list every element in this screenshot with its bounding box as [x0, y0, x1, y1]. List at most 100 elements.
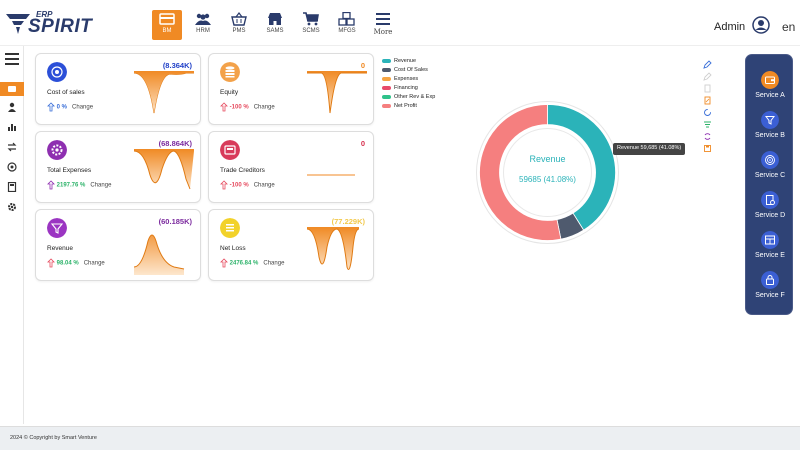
legend-item-expenses[interactable]: Expenses	[382, 76, 435, 85]
change-label: Change	[83, 260, 105, 267]
change-percent: 2476.84 %	[229, 260, 259, 267]
service-c-button[interactable]: Service C	[746, 151, 794, 187]
nav-item-more[interactable]: More	[368, 10, 398, 42]
card-cost-of-sales[interactable]: (8.364K) Cost of sales 0 % Change	[35, 53, 201, 125]
arrow-up-icon	[47, 180, 55, 190]
card-value: (77.229K)	[331, 217, 365, 226]
doc-chart-icon[interactable]	[703, 96, 712, 105]
donut-inner-ring	[503, 128, 592, 217]
arrow-up-icon	[220, 180, 228, 190]
save-icon[interactable]	[703, 144, 712, 153]
logo-text: SPIRIT	[28, 16, 93, 37]
nav-item-mfgs[interactable]: MFGS	[332, 10, 362, 42]
legend-item-revenue[interactable]: Revenue	[382, 58, 435, 67]
card-trade-creditors[interactable]: 0 Trade Creditors -100 % Change	[208, 131, 374, 203]
refresh-icon[interactable]	[703, 108, 712, 117]
target-icon	[47, 62, 67, 82]
erp-spirit-logo[interactable]: ERP SPIRIT	[6, 10, 96, 40]
card-value: 0	[360, 139, 365, 148]
settings-icon[interactable]	[7, 202, 17, 212]
legend-label: Expenses	[394, 76, 419, 82]
legend-item-financing[interactable]: Financing	[382, 85, 435, 94]
sparkline-chart	[307, 227, 360, 270]
service-label: Service B	[755, 132, 785, 139]
page-icon[interactable]	[703, 84, 712, 93]
service-label: Service E	[755, 252, 785, 259]
card-total-expenses[interactable]: (68.864K) Total Expenses 2197.76 % Chang…	[35, 131, 201, 203]
card-revenue[interactable]: (60.185K) Revenue 98.04 % Change	[35, 209, 201, 281]
sparkline-chart	[307, 71, 367, 114]
nav-item-hrm[interactable]: HRM	[188, 10, 218, 42]
nav-item-scms[interactable]: SCMS	[296, 10, 326, 42]
bar-chart-icon[interactable]	[7, 122, 17, 132]
change-label: Change	[72, 104, 94, 111]
card-change: 2476.84 % Change	[220, 258, 284, 268]
hamburger-icon[interactable]	[5, 53, 19, 65]
card-title: Equity	[220, 89, 239, 96]
transfer-icon[interactable]	[7, 142, 17, 152]
service-a-button[interactable]: Service A	[746, 71, 794, 107]
pencil-icon[interactable]	[703, 60, 712, 69]
nav-item-sams[interactable]: SAMS	[260, 10, 290, 42]
change-percent: -100 %	[229, 104, 249, 111]
legend-label: Cost Of Sales	[394, 67, 428, 73]
nav-item-pms[interactable]: PMS	[224, 10, 254, 42]
filter-icon[interactable]	[703, 120, 712, 129]
nav-label: BM	[162, 28, 172, 34]
service-e-button[interactable]: Service E	[746, 231, 794, 267]
card-title: Net Loss	[220, 245, 246, 252]
service-label: Service C	[754, 172, 786, 179]
finance-icon	[159, 13, 175, 25]
sparkline-chart	[134, 149, 194, 190]
arrow-up-icon	[47, 258, 55, 268]
wallet-icon	[761, 71, 779, 89]
grid-icon	[761, 231, 779, 249]
basket-icon	[231, 12, 247, 26]
service-label: Service D	[754, 212, 786, 219]
copyright-text: 2024 © Copyright by Smart Venture	[10, 435, 97, 441]
register-icon	[220, 140, 240, 160]
people-icon	[195, 13, 211, 25]
boxes-icon	[338, 12, 355, 26]
change-percent: 0 %	[56, 104, 68, 111]
funnel-icon	[47, 218, 67, 238]
sidebar-item-dashboard[interactable]	[0, 82, 24, 96]
card-change: 0 % Change	[47, 102, 93, 112]
user-name[interactable]: Admin	[714, 21, 746, 33]
nav-label: SCMS	[302, 28, 320, 34]
service-f-button[interactable]: Service F	[746, 271, 794, 307]
nav-item-bm[interactable]: BM	[152, 10, 182, 40]
nav-label: HRM	[196, 28, 210, 34]
target-icon[interactable]	[7, 162, 17, 172]
nav-label: PMS	[232, 28, 246, 34]
calculator-icon[interactable]	[7, 182, 17, 192]
legend-label: Financing	[394, 85, 418, 91]
donut-center-label: Revenue	[529, 154, 565, 164]
change-percent: 2197.76 %	[56, 182, 86, 189]
nav-label: MFGS	[338, 28, 356, 34]
donut-slice-net-profit[interactable]	[479, 104, 562, 241]
legend-item-other-rev-exp[interactable]: Other Rev & Exp	[382, 94, 435, 103]
legend-item-net-profit[interactable]: Net Profit	[382, 103, 435, 112]
legend-label: Revenue	[394, 58, 417, 64]
card-net-loss[interactable]: (77.229K) Net Loss 2476.84 % Change	[208, 209, 374, 281]
card-title: Revenue	[47, 245, 74, 252]
language-selector[interactable]: en	[782, 20, 796, 34]
database-icon	[220, 62, 240, 82]
lock-icon	[761, 271, 779, 289]
service-d-button[interactable]: Service D	[746, 191, 794, 227]
legend-item-cost-of-sales[interactable]: Cost Of Sales	[382, 67, 435, 76]
card-title: Trade Creditors	[220, 167, 265, 174]
user-avatar-icon[interactable]	[752, 16, 770, 34]
sparkline-chart	[307, 174, 355, 176]
sync-icon[interactable]	[703, 132, 712, 141]
user-icon[interactable]	[7, 102, 17, 112]
eraser-icon[interactable]	[703, 72, 712, 81]
service-label: Service F	[755, 292, 785, 299]
sparkline-chart	[134, 71, 194, 114]
service-b-button[interactable]: Service B	[746, 111, 794, 147]
card-value: 0	[360, 61, 365, 70]
donut-slice-revenue[interactable]	[547, 104, 616, 231]
card-equity[interactable]: 0 Equity -100 % Change	[208, 53, 374, 125]
